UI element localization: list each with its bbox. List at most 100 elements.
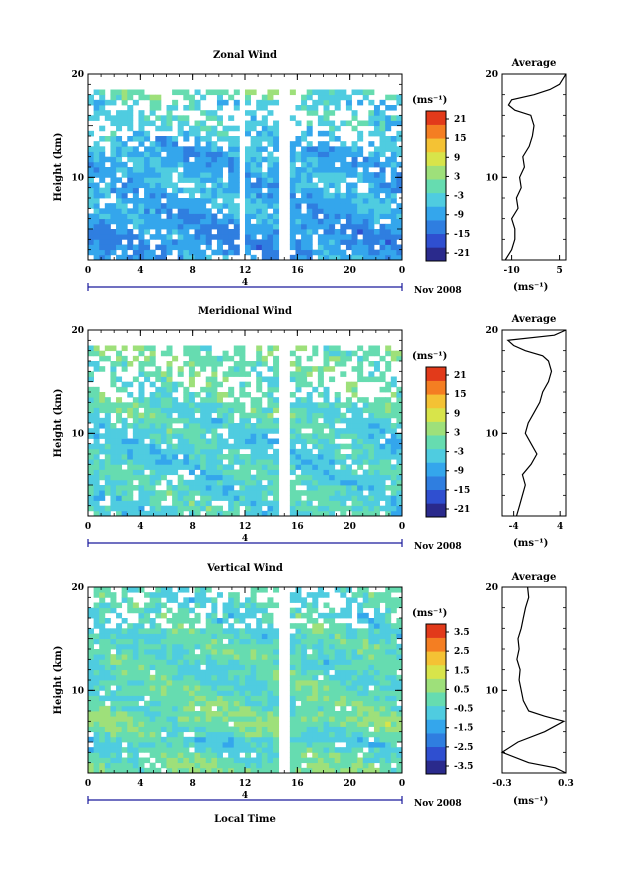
heatmap-cell [88, 412, 95, 419]
heatmap-cell [396, 254, 403, 261]
heatmap-cell [323, 669, 330, 676]
heatmap-cell [188, 433, 195, 439]
heatmap-cell [385, 731, 392, 738]
heatmap-cell [172, 198, 179, 204]
heatmap-cell [334, 700, 341, 707]
heatmap-cell [289, 172, 296, 178]
heatmap-cell [194, 464, 201, 470]
heatmap-cell [149, 716, 156, 722]
heatmap-cell [200, 203, 207, 209]
heatmap-cell [216, 89, 223, 96]
heatmap-cell [194, 638, 201, 645]
heatmap-cell [166, 371, 173, 377]
heatmap-cell [194, 198, 201, 204]
heatmap-cell [340, 479, 347, 486]
heatmap-cell [222, 234, 229, 240]
heatmap-cell [116, 654, 123, 660]
heatmap-cell [155, 602, 162, 609]
heatmap-cell [121, 417, 128, 424]
heatmap-cell [104, 659, 111, 665]
heatmap-cell [88, 649, 95, 655]
heatmap-cell [116, 254, 123, 261]
heatmap-cell [362, 700, 369, 707]
heatmap-cell [216, 381, 223, 388]
heatmap-cell [132, 407, 139, 414]
heatmap-cell [256, 208, 263, 214]
heatmap-cell [116, 752, 123, 758]
heatmap-cell [390, 208, 397, 214]
heatmap-cell [261, 716, 268, 722]
heatmap-cell [345, 649, 352, 655]
heatmap-cell [121, 716, 128, 722]
heatmap-cell [233, 695, 240, 702]
heatmap-cell [233, 192, 240, 199]
day-label: 4 [242, 278, 248, 288]
heatmap-cell [312, 602, 319, 609]
heatmap-cell [233, 187, 240, 194]
heatmap-cell [245, 167, 252, 173]
heatmap-cell [357, 438, 364, 445]
heatmap-cell [396, 229, 403, 235]
heatmap-cell [200, 223, 207, 230]
heatmap-cell [373, 618, 380, 624]
heatmap-cell [385, 443, 392, 450]
heatmap-cell [306, 500, 313, 507]
heatmap-cell [188, 213, 195, 220]
heatmap-cell [396, 120, 403, 127]
day-label: 4 [242, 791, 248, 801]
heatmap-cell [121, 161, 128, 168]
heatmap-cell [256, 674, 263, 681]
heatmap-cell [250, 587, 257, 593]
heatmap-cell [149, 355, 156, 362]
heatmap-cell [329, 500, 336, 507]
heatmap-cell [121, 249, 128, 256]
heatmap-cell [256, 371, 263, 377]
heatmap-cell [166, 234, 173, 240]
heatmap-cell [390, 500, 397, 507]
heatmap-cell [200, 386, 207, 393]
heatmap-cell [104, 223, 111, 230]
heatmap-cell [88, 187, 95, 194]
heatmap-cell [256, 177, 263, 183]
heatmap-cell [166, 690, 173, 696]
heatmap-cell [396, 469, 403, 476]
heatmap-cell [149, 454, 156, 460]
heatmap-cell [256, 643, 263, 650]
heatmap-cell [267, 459, 274, 465]
heatmap-cell [245, 485, 252, 491]
heatmap-cell [88, 638, 95, 645]
heatmap-cell [390, 120, 397, 127]
heatmap-cell [329, 156, 336, 163]
heatmap-cell [200, 249, 207, 256]
heatmap-cell [121, 244, 128, 251]
heatmap-cell [329, 208, 336, 214]
heatmap-cell [104, 402, 111, 408]
heatmap-cell [127, 500, 134, 507]
heatmap-cell [211, 182, 218, 189]
heatmap-cell [396, 762, 403, 769]
heatmap-cell [216, 249, 223, 256]
heatmap-cell [155, 412, 162, 419]
heatmap-cell [99, 105, 106, 111]
heatmap-cell [110, 638, 117, 645]
heatmap-cell [222, 417, 229, 424]
heatmap-cell [362, 229, 369, 235]
heatmap-cell [312, 495, 319, 501]
heatmap-cell [222, 392, 229, 398]
heatmap-cell [312, 99, 319, 106]
heatmap-cell [93, 659, 100, 665]
heatmap-cell [93, 454, 100, 460]
heatmap-cell [267, 633, 274, 640]
heatmap-cell [385, 695, 392, 702]
heatmap-cell [99, 742, 106, 748]
heatmap-cell [334, 392, 341, 398]
heatmap-cell [222, 239, 229, 245]
heatmap-cell [188, 505, 195, 512]
heatmap-cell [104, 592, 111, 598]
heatmap-cell [222, 198, 229, 204]
heatmap-cell [256, 500, 263, 507]
heatmap-cell [177, 213, 184, 220]
heatmap-cell [390, 742, 397, 748]
heatmap-cell [160, 695, 167, 702]
heatmap-cell [250, 592, 257, 598]
